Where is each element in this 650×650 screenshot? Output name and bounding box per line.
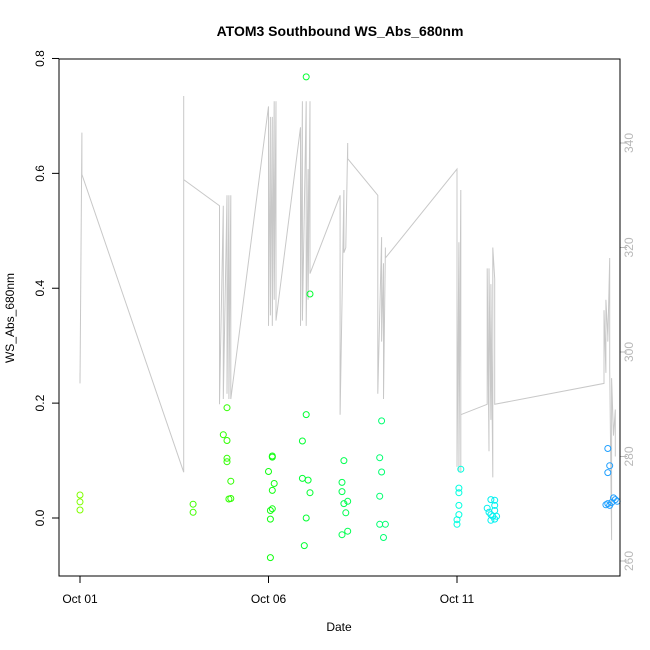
x-tick-label: Oct 11 <box>440 592 475 606</box>
data-point <box>223 437 231 444</box>
data-point <box>302 514 310 522</box>
y-tick-label: 0.8 <box>33 50 47 67</box>
data-point <box>604 445 612 452</box>
data-point <box>340 500 348 508</box>
data-point <box>483 504 491 512</box>
y2-tick-label: 280 <box>622 446 636 466</box>
y2-tick-label: 320 <box>622 237 636 257</box>
data-point <box>340 457 348 465</box>
data-point <box>602 501 610 509</box>
secondary-series-line <box>79 96 616 541</box>
y2-tick-label: 340 <box>622 133 636 153</box>
data-point <box>266 507 274 514</box>
data-point <box>453 520 461 528</box>
data-point <box>378 468 386 476</box>
data-point <box>487 496 495 504</box>
y-tick-label: 0.4 <box>33 280 47 297</box>
data-point <box>76 491 84 499</box>
plot-frame <box>58 58 621 577</box>
data-point <box>268 505 276 513</box>
data-point <box>380 534 387 541</box>
data-point <box>306 489 314 497</box>
data-point <box>298 437 306 445</box>
data-point <box>338 531 346 539</box>
data-point <box>300 542 308 550</box>
data-point <box>604 469 612 477</box>
data-point <box>304 476 312 484</box>
axes-layer: 0.0 0.2 0.4 0.6 0.8 260 280 300 320 340 Oct 01 Oct … <box>33 50 636 606</box>
data-point <box>225 495 233 503</box>
points-layer <box>76 73 621 562</box>
data-point <box>344 527 352 535</box>
data-point <box>491 515 499 523</box>
data-point <box>76 498 84 506</box>
data-point <box>457 465 465 473</box>
data-point <box>342 509 350 517</box>
data-point <box>485 508 493 516</box>
data-point <box>606 501 614 509</box>
data-point <box>266 515 274 523</box>
data-point <box>491 496 499 504</box>
y-tick-label: 0.0 <box>33 509 47 526</box>
data-point <box>453 516 461 524</box>
data-point <box>270 480 278 487</box>
data-point <box>381 520 389 528</box>
data-point <box>455 484 463 492</box>
y2-tick-label: 300 <box>622 342 636 362</box>
data-point <box>606 462 614 470</box>
data-point <box>268 453 276 461</box>
x-axis-label: Date <box>326 620 352 634</box>
data-point <box>378 417 386 425</box>
data-point <box>266 554 274 562</box>
chart-title: ATOM3 Southbound WS_Abs_680nm <box>217 23 464 39</box>
data-point <box>455 501 463 509</box>
x-tick-label: Oct 01 <box>62 592 98 606</box>
data-point <box>604 500 612 508</box>
data-point <box>219 431 227 439</box>
data-point <box>338 478 346 486</box>
data-point <box>455 489 463 497</box>
data-point <box>265 468 272 475</box>
data-point <box>223 404 231 412</box>
data-point <box>376 492 384 500</box>
data-point <box>487 516 495 524</box>
y2-tick-label: 260 <box>622 551 636 571</box>
data-point <box>338 488 346 496</box>
data-point <box>227 477 235 485</box>
data-point <box>76 506 84 514</box>
secondary-line-layer <box>79 96 616 541</box>
y-tick-label: 0.2 <box>33 394 47 411</box>
data-point <box>302 411 310 419</box>
data-point <box>344 497 352 505</box>
x-tick-label: Oct 06 <box>251 592 287 606</box>
data-point <box>306 290 314 298</box>
data-point <box>376 454 384 462</box>
data-point <box>223 454 231 462</box>
data-point <box>302 73 310 81</box>
data-point <box>491 501 499 509</box>
data-point <box>223 458 231 466</box>
data-point <box>189 508 197 516</box>
data-point <box>268 486 276 494</box>
y-axis-label: WS_Abs_680nm <box>3 273 17 363</box>
data-point <box>189 500 197 508</box>
y-tick-label: 0.6 <box>33 165 47 182</box>
